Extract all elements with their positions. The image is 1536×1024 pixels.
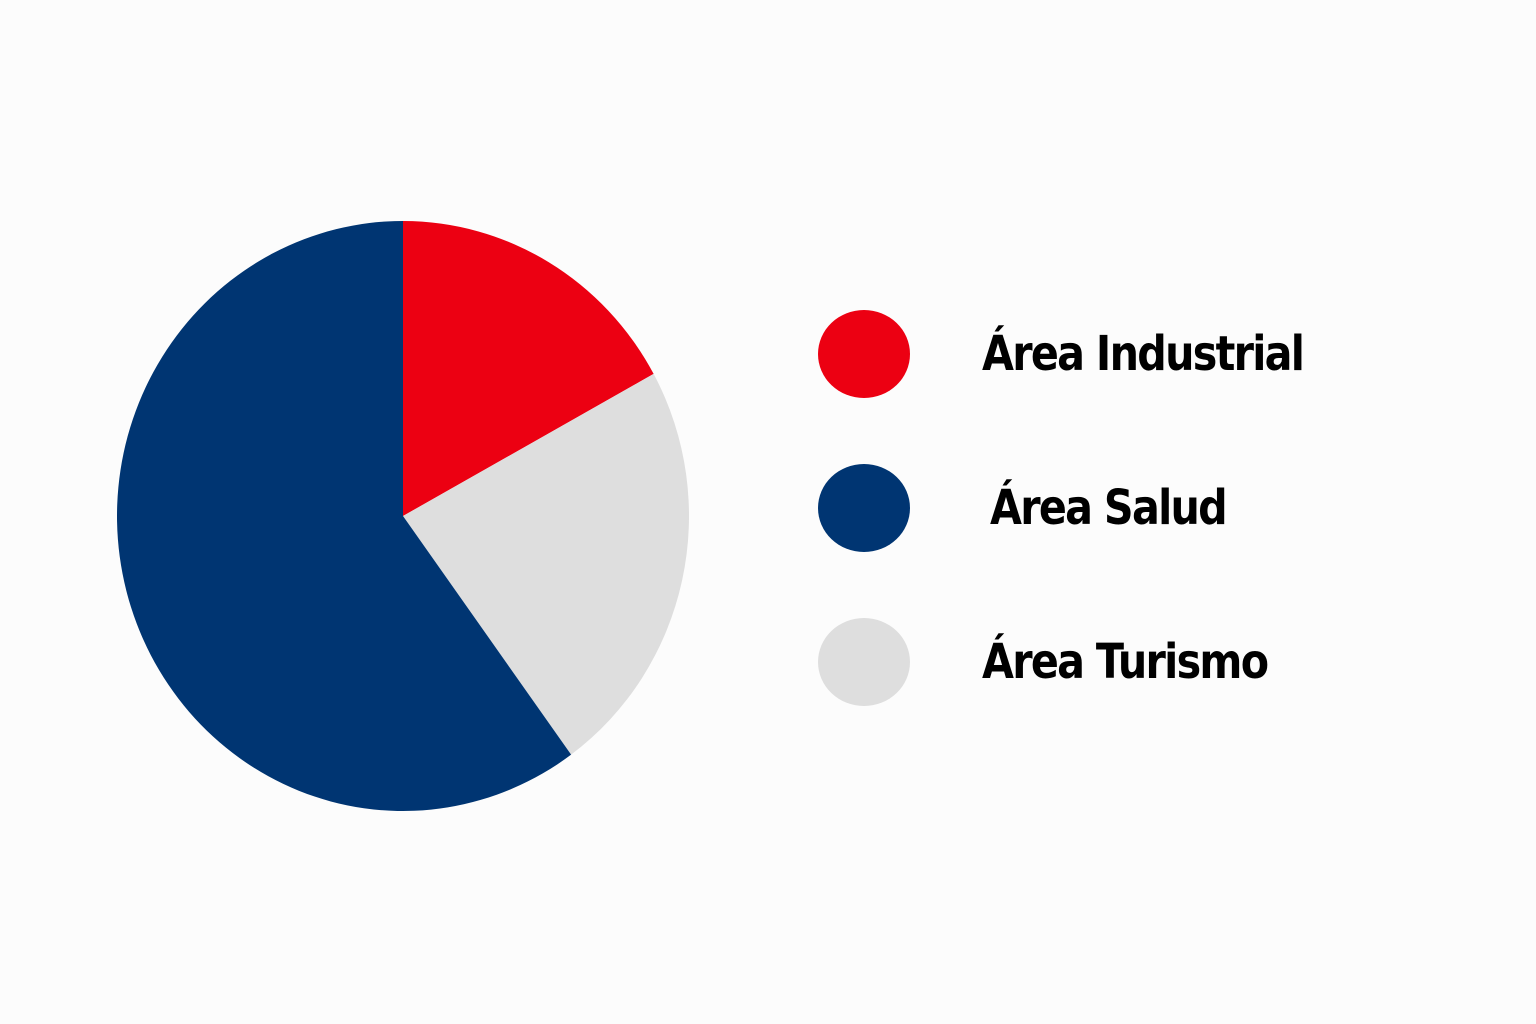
pie-slice-area-turismo — [403, 373, 689, 755]
legend-swatch-turismo — [818, 618, 910, 706]
pie-slice-area-industrial — [403, 221, 654, 516]
legend-item-turismo: Área Turismo — [816, 616, 1416, 708]
legend-item-salud: Área Salud — [816, 462, 1416, 554]
legend: Área Industrial Área Salud Área Turismo — [816, 308, 1416, 770]
legend-label-turismo: Área Turismo — [982, 634, 1269, 690]
legend-swatch-salud — [818, 464, 910, 552]
legend-item-industrial: Área Industrial — [816, 308, 1416, 400]
pie-slice-area-salud — [117, 221, 572, 812]
legend-label-industrial: Área Industrial — [982, 326, 1305, 382]
legend-label-salud: Área Salud — [990, 480, 1228, 536]
legend-swatch-industrial — [818, 310, 910, 398]
